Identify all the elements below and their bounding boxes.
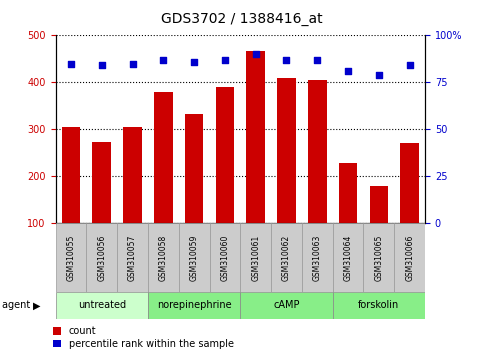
Bar <box>333 292 425 319</box>
Text: agent: agent <box>2 300 34 310</box>
Text: forskolin: forskolin <box>358 300 399 310</box>
Bar <box>271 223 302 292</box>
Text: untreated: untreated <box>78 300 126 310</box>
Point <box>98 63 106 68</box>
Bar <box>92 142 111 223</box>
Text: GSM310060: GSM310060 <box>220 234 229 281</box>
Text: GDS3702 / 1388416_at: GDS3702 / 1388416_at <box>161 12 322 27</box>
Point <box>67 61 75 67</box>
Bar <box>148 292 241 319</box>
Text: GSM310056: GSM310056 <box>97 234 106 281</box>
Bar <box>148 223 179 292</box>
Text: GSM310064: GSM310064 <box>343 234 353 281</box>
Text: GSM310063: GSM310063 <box>313 234 322 281</box>
Text: cAMP: cAMP <box>273 300 300 310</box>
Bar <box>185 114 203 223</box>
Point <box>190 59 198 64</box>
Point <box>283 57 290 63</box>
Bar <box>117 223 148 292</box>
Bar <box>333 223 364 292</box>
Bar <box>123 127 142 223</box>
Point <box>406 63 413 68</box>
Bar <box>86 223 117 292</box>
Bar <box>56 223 86 292</box>
Bar <box>154 92 172 223</box>
Bar <box>240 223 271 292</box>
Point <box>252 51 259 57</box>
Text: GSM310055: GSM310055 <box>67 234 75 281</box>
Bar <box>62 127 80 223</box>
Point <box>344 68 352 74</box>
Bar <box>240 292 333 319</box>
Text: GSM310058: GSM310058 <box>159 234 168 281</box>
Bar <box>277 78 296 223</box>
Point <box>128 61 136 67</box>
Text: GSM310057: GSM310057 <box>128 234 137 281</box>
Bar <box>302 223 333 292</box>
Bar <box>369 187 388 223</box>
Text: GSM310061: GSM310061 <box>251 234 260 281</box>
Text: GSM310062: GSM310062 <box>282 234 291 281</box>
Bar <box>179 223 210 292</box>
Bar <box>246 51 265 223</box>
Text: GSM310065: GSM310065 <box>374 234 384 281</box>
Point <box>221 57 229 63</box>
Bar <box>400 143 419 223</box>
Text: GSM310059: GSM310059 <box>190 234 199 281</box>
Legend: count, percentile rank within the sample: count, percentile rank within the sample <box>53 326 234 349</box>
Bar <box>394 223 425 292</box>
Text: GSM310066: GSM310066 <box>405 234 414 281</box>
Bar <box>339 163 357 223</box>
Bar <box>210 223 240 292</box>
Point <box>159 57 167 63</box>
Point <box>313 57 321 63</box>
Bar <box>215 87 234 223</box>
Bar <box>56 292 148 319</box>
Bar <box>308 80 327 223</box>
Text: ▶: ▶ <box>33 300 41 310</box>
Point <box>375 72 383 78</box>
Bar <box>364 223 394 292</box>
Text: norepinephrine: norepinephrine <box>157 300 231 310</box>
